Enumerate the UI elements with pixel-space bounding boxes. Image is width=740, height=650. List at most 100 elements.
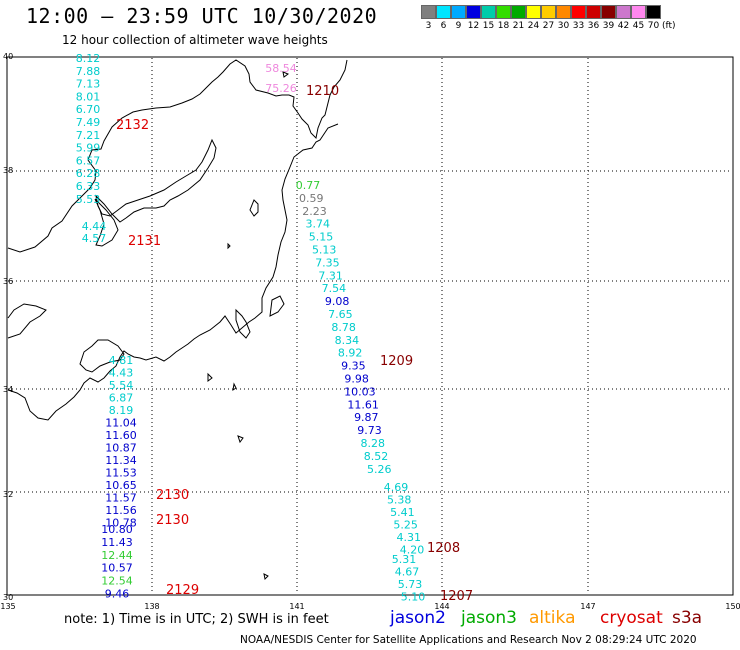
color-scale-label: 45: [632, 21, 645, 31]
wave-height-value: 4.43: [109, 367, 134, 380]
wave-height-value: 9.35: [341, 360, 366, 373]
legend-item-jason3: jason3: [461, 608, 517, 628]
wave-height-value: 4.67: [395, 566, 420, 579]
wave-height-value: 12.54: [101, 575, 133, 588]
wave-height-value: 8.78: [331, 321, 356, 334]
color-scale-swatch: [541, 5, 556, 19]
altimeter-tracks: 8.127.887.138.016.707.497.215.996.576.28…: [76, 52, 473, 604]
wave-height-value: 5.41: [390, 506, 415, 519]
wave-height-value: 5.38: [387, 494, 412, 507]
wave-height-value: 4.31: [397, 531, 422, 544]
pass-time-label: 2131: [128, 234, 161, 249]
color-scale-label: 39: [602, 21, 615, 31]
legend-item-s3a: s3a: [672, 608, 703, 628]
pass-time-label: 2132: [116, 118, 149, 133]
pass-time-label: 2130: [156, 513, 189, 528]
altimeter-track: 4.695.385.415.254.314.20 1208: [384, 481, 460, 557]
wave-height-value: 9.46: [105, 588, 130, 601]
map-border: [6, 56, 734, 596]
coastline-isle-6: [227, 242, 231, 250]
altimeter-track: 4.814.435.546.878.1911.0411.6010.8711.34…: [105, 354, 189, 530]
coastline-sado: [249, 199, 259, 217]
latitude-label: 34: [3, 385, 13, 394]
wave-height-value: 7.65: [328, 308, 353, 321]
wave-height-value: 11.34: [105, 454, 137, 467]
pass-time-label: 2130: [156, 488, 189, 503]
color-scale-swatch: [646, 5, 661, 19]
color-scale: 3 6 9 12 15 18 21 24 27 30 33 36 39 42 45 70 (ft): [421, 5, 676, 33]
wave-height-value: 5.10: [401, 591, 426, 604]
altimeter-track: 8.127.887.138.016.707.497.215.996.576.28…: [76, 52, 149, 206]
wave-height-value: 9.98: [344, 373, 369, 386]
color-scale-swatch: [421, 5, 436, 19]
longitude-label: 141: [289, 602, 304, 611]
color-scale-swatch: [466, 5, 481, 19]
color-scale-labels: 3 6 9 12 15 18 21 24 27 30 33 36 39 42 45 70 (ft): [421, 19, 676, 33]
wave-height-value: 5.15: [309, 231, 334, 244]
latitude-labels: 40 38 36 34 32 30: [3, 52, 13, 602]
coastline-isle-5: [282, 71, 290, 78]
latitude-label: 40: [3, 52, 13, 61]
color-scale-label: 3: [425, 21, 432, 31]
wave-height-value: 8.34: [335, 334, 360, 347]
wave-height-value: 5.31: [392, 553, 417, 566]
coastline-boso: [269, 295, 285, 317]
color-scale-swatch: [616, 5, 631, 19]
latitude-label: 32: [3, 490, 13, 499]
wave-height-value: 7.49: [76, 116, 101, 129]
wave-height-value: 10.57: [101, 562, 133, 575]
wave-height-value: 4.20: [400, 544, 425, 557]
pass-time-label: 1210: [306, 84, 339, 99]
wave-height-value: 4.57: [82, 232, 107, 245]
color-scale-swatch: [451, 5, 466, 19]
altimeter-track: 4.444.57 2131: [82, 220, 161, 249]
color-scale-label: 18: [497, 21, 510, 31]
wave-height-value: 0.59: [299, 192, 324, 205]
legend-item-cryosat: cryosat: [600, 608, 663, 628]
color-scale-swatch: [601, 5, 616, 19]
pass-time-label: 1207: [440, 589, 473, 604]
color-scale-label: 70: [647, 21, 660, 31]
wave-height-value: 11.60: [105, 429, 137, 442]
color-scale-swatch: [436, 5, 451, 19]
wave-height-value: 7.88: [76, 65, 101, 78]
page-title: 12:00 – 23:59 UTC 10/30/2020: [26, 4, 378, 28]
coastline-noto: [94, 198, 119, 247]
wave-height-value: 7.13: [76, 78, 101, 91]
wave-height-value: 7.21: [76, 129, 101, 142]
longitude-label: 150: [725, 602, 740, 611]
color-scale-swatch: [526, 5, 541, 19]
color-scale-label: 9: [455, 21, 462, 31]
wave-height-value: 75.26: [265, 82, 297, 95]
color-scale-label: 30: [557, 21, 570, 31]
wave-height-value: 5.54: [109, 379, 134, 392]
color-scale-label: 21: [512, 21, 525, 31]
color-scale-swatch: [631, 5, 646, 19]
wave-height-value: 9.87: [354, 411, 379, 424]
page-subtitle: 12 hour collection of altimeter wave hei…: [62, 33, 328, 47]
coastline-peninsula: [95, 138, 217, 223]
color-scale-label: 24: [527, 21, 540, 31]
coastline-isle-3: [207, 372, 213, 382]
wave-height-value: 6.70: [76, 103, 101, 116]
wave-height-value: 9.73: [357, 424, 382, 437]
color-scale-swatch: [481, 5, 496, 19]
longitude-labels: 135 138 141 144 147 150: [0, 602, 740, 611]
wave-height-value: 4.69: [384, 481, 409, 494]
wave-height-value: 11.53: [105, 467, 137, 480]
wave-height-value: 2.23: [302, 205, 327, 218]
wave-height-value: 5.26: [367, 463, 392, 476]
wave-height-value: 4.44: [82, 220, 107, 233]
altimeter-track: 58.54 75.26 1210: [265, 62, 339, 99]
wave-height-value: 10.03: [344, 385, 376, 398]
wave-height-value: 5.73: [398, 578, 423, 591]
coastline-isle-4: [263, 573, 269, 581]
legend-item-altika: altika: [529, 608, 576, 628]
wave-height-value: 8.01: [76, 90, 101, 103]
wave-height-value: 8.52: [364, 450, 389, 463]
wave-height-value: 10.65: [105, 479, 137, 492]
wave-height-value: 6.33: [76, 180, 101, 193]
wave-height-value: 8.12: [76, 52, 101, 65]
coastline-bay: [7, 303, 47, 339]
